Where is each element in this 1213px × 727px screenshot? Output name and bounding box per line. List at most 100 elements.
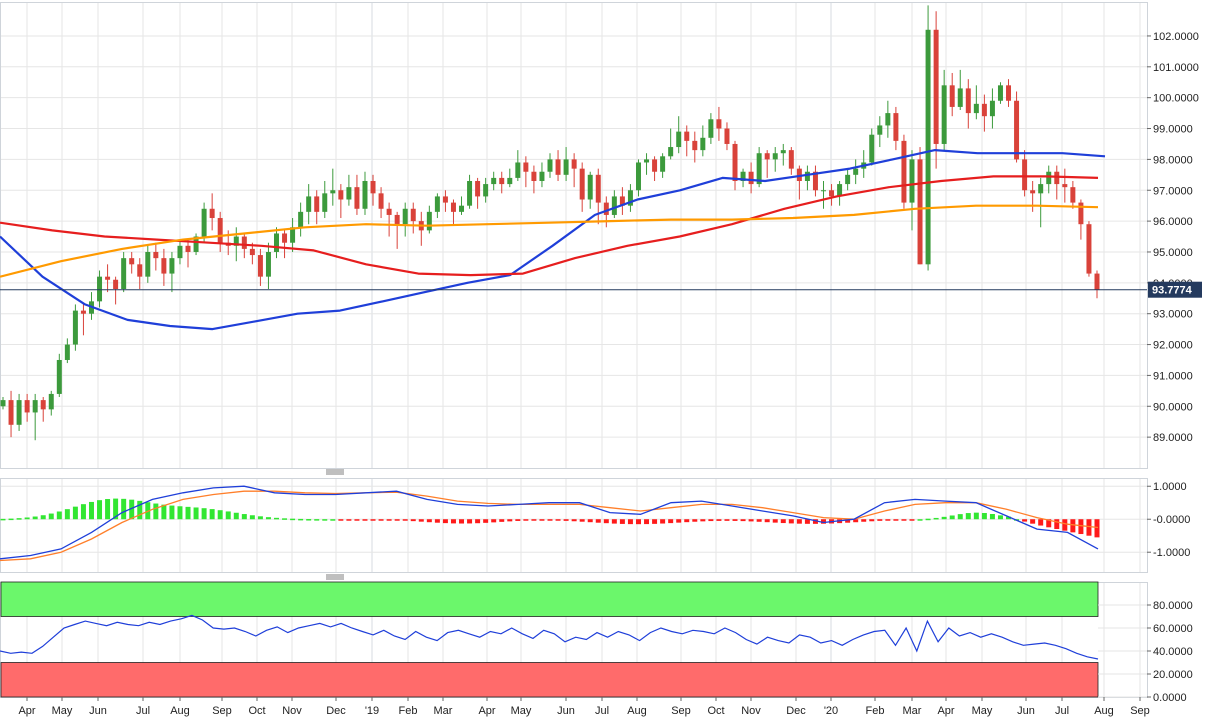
macd-histogram-bar <box>499 519 505 522</box>
candle <box>8 390 14 438</box>
macd-histogram-bar <box>611 519 617 524</box>
macd-histogram-bar <box>949 515 955 520</box>
macd-histogram-bar <box>692 519 698 522</box>
macd-histogram-bar <box>306 519 312 521</box>
candle <box>177 239 183 265</box>
candle <box>257 248 263 286</box>
macd-histogram-bar <box>153 503 159 520</box>
macd-histogram-bar <box>386 519 392 521</box>
x-tick-label: Sep <box>1130 705 1150 717</box>
candle <box>48 390 54 416</box>
macd-histogram-bar <box>1094 519 1100 538</box>
candle <box>467 174 473 209</box>
macd-histogram-bar <box>732 519 738 521</box>
macd-histogram-bar <box>338 519 344 521</box>
x-tick-label: Feb <box>399 705 418 717</box>
candle <box>732 140 738 191</box>
x-tick-label: Apr <box>937 705 954 717</box>
macd-histogram-bar <box>724 519 730 521</box>
macd-histogram-bar <box>450 519 456 524</box>
candle <box>684 125 690 157</box>
macd-histogram-bar <box>989 513 995 520</box>
macd-histogram-bar <box>434 519 440 523</box>
candle <box>853 159 859 185</box>
candle <box>394 211 400 249</box>
candle <box>105 264 111 293</box>
macd-histogram-bar <box>796 519 802 524</box>
macd-histogram-bar <box>72 506 78 520</box>
candle <box>547 153 553 178</box>
x-tick-label: May <box>972 705 993 717</box>
panel-resize-handle[interactable] <box>326 469 344 475</box>
macd-histogram-bar <box>869 519 875 522</box>
y-tick-label: 100.0000 <box>1153 93 1199 105</box>
macd-histogram-bar <box>346 519 352 521</box>
macd-histogram-bar <box>354 519 360 521</box>
x-tick-label: '19 <box>365 705 379 717</box>
macd-histogram-bar <box>1070 519 1076 533</box>
candle <box>16 393 22 431</box>
candle <box>507 168 513 188</box>
x-tick-label: Jul <box>136 705 150 717</box>
y-tick-label: 98.0000 <box>1153 154 1193 166</box>
macd-histogram-bar <box>40 515 46 520</box>
macd-histogram-bar <box>925 518 931 521</box>
panel-resize-handle[interactable] <box>326 574 344 580</box>
candle <box>571 153 577 188</box>
candle <box>330 168 336 206</box>
candle <box>635 159 641 197</box>
candle <box>1062 168 1068 203</box>
candle <box>611 190 617 219</box>
y-tick-label: 20.0000 <box>1153 669 1193 681</box>
candle <box>660 153 666 178</box>
x-tick-label: Jun <box>89 705 107 717</box>
macd-histogram-bar <box>282 518 288 520</box>
y-tick-label: 90.0000 <box>1153 401 1193 413</box>
macd-histogram-bar <box>161 504 167 520</box>
macd-histogram-bar <box>901 519 907 521</box>
macd-histogram-bar <box>716 519 722 521</box>
macd-histogram-bar <box>483 519 489 523</box>
macd-histogram-bar <box>909 519 915 521</box>
y-tick-label: 89.0000 <box>1153 432 1193 444</box>
macd-histogram-bar <box>418 519 424 522</box>
macd-histogram-bar <box>362 519 368 521</box>
candle <box>764 150 770 178</box>
candle <box>370 174 376 206</box>
macd-histogram-bar <box>290 518 296 521</box>
candle <box>209 193 215 231</box>
macd-histogram-bar <box>1086 519 1092 536</box>
candle <box>145 245 151 283</box>
x-tick-label: Apr <box>478 705 495 717</box>
candle <box>812 165 818 197</box>
candle <box>595 168 601 225</box>
candle <box>161 248 167 286</box>
x-tick-label: Jun <box>1017 705 1035 717</box>
candle <box>563 147 569 181</box>
candle <box>410 202 416 234</box>
macd-histogram-bar <box>113 498 119 520</box>
macd-histogram-bar <box>1038 519 1044 526</box>
candle <box>780 143 786 166</box>
macd-histogram-bar <box>467 519 473 524</box>
candle <box>796 165 802 200</box>
macd-histogram-bar <box>1062 519 1068 531</box>
x-tick-label: Oct <box>707 705 724 717</box>
candle <box>619 187 625 215</box>
x-tick-label: Oct <box>248 705 265 717</box>
macd-histogram-bar <box>941 516 947 520</box>
candle <box>941 69 947 151</box>
candle <box>515 150 521 181</box>
macd-histogram-bar <box>169 505 175 520</box>
candle <box>539 162 545 188</box>
candle <box>265 242 271 290</box>
macd-histogram-bar <box>523 519 529 521</box>
macd-histogram-bar <box>547 519 553 521</box>
macd-histogram-bar <box>491 519 497 523</box>
candle <box>169 251 175 293</box>
macd-histogram-bar <box>1030 519 1036 524</box>
macd-histogram-bar <box>185 506 191 520</box>
x-tick-label: Apr <box>18 705 35 717</box>
y-tick-label: 95.0000 <box>1153 247 1193 259</box>
